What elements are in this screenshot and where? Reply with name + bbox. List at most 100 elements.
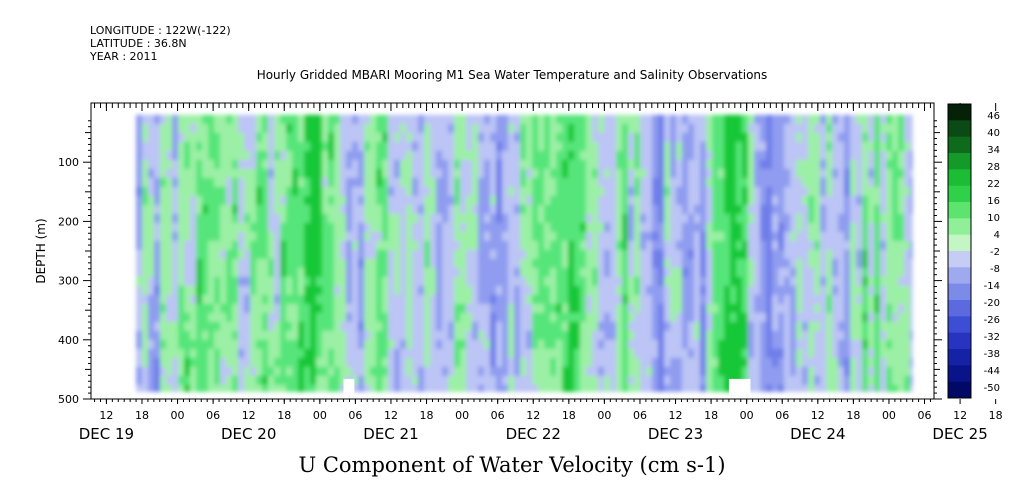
field-cell <box>340 285 348 296</box>
field-cell <box>820 312 828 323</box>
field-cell <box>730 132 738 143</box>
field-cell <box>868 339 876 350</box>
field-cell <box>670 285 678 296</box>
field-cell <box>652 231 660 242</box>
field-cell <box>244 159 252 170</box>
field-cell <box>628 213 636 224</box>
field-cell <box>364 258 372 269</box>
field-cell <box>166 294 174 305</box>
field-cell <box>190 177 198 188</box>
field-cell <box>760 168 768 179</box>
field-cell <box>664 375 672 386</box>
field-cell <box>280 267 288 278</box>
field-cell <box>820 240 828 251</box>
x-day-label: DEC 23 <box>648 425 703 443</box>
field-cell <box>460 222 468 233</box>
field-cell <box>880 195 888 206</box>
field-cell <box>472 375 480 386</box>
field-cell <box>340 366 348 377</box>
colorbar-swatch <box>948 381 971 399</box>
field-cell <box>676 339 684 350</box>
field-cell <box>268 330 276 341</box>
field-cell <box>244 303 252 314</box>
field-cell <box>328 159 336 170</box>
colorbar-swatch <box>948 169 971 187</box>
field-cell <box>724 114 732 125</box>
field-cell <box>784 321 792 332</box>
field-cell <box>796 114 804 125</box>
field-cell <box>298 204 306 215</box>
field-cell <box>724 168 732 179</box>
field-cell <box>682 240 690 251</box>
field-cell <box>196 195 204 206</box>
field-cell <box>400 123 408 134</box>
field-cell <box>490 357 498 368</box>
field-cell <box>346 330 354 341</box>
field-cell <box>250 375 258 386</box>
field-cell <box>652 159 660 170</box>
field-cell <box>232 375 240 386</box>
field-cell <box>430 186 438 197</box>
field-cell <box>400 249 408 260</box>
field-cell <box>310 231 318 242</box>
field-cell <box>706 330 714 341</box>
field-cell <box>904 276 912 287</box>
field-cell <box>706 123 714 134</box>
field-cell <box>394 285 402 296</box>
field-cell <box>274 384 282 392</box>
field-cell <box>634 240 642 251</box>
field-cell <box>226 384 234 392</box>
field-cell <box>232 114 240 125</box>
field-cell <box>154 312 162 323</box>
field-cell <box>724 222 732 233</box>
field-cell <box>868 168 876 179</box>
field-cell <box>244 195 252 206</box>
field-cell <box>688 141 696 152</box>
field-cell <box>142 249 150 260</box>
field-cell <box>520 348 528 359</box>
field-cell <box>412 123 420 134</box>
field-cell <box>310 267 318 278</box>
field-cell <box>250 366 258 377</box>
field-cell <box>370 186 378 197</box>
field-cell <box>214 339 222 350</box>
field-cell <box>238 150 246 161</box>
field-cell <box>868 294 876 305</box>
field-cell <box>796 285 804 296</box>
field-cell <box>160 312 168 323</box>
field-cell <box>604 276 612 287</box>
field-cell <box>496 150 504 161</box>
field-cell <box>586 150 594 161</box>
field-cell <box>640 240 648 251</box>
field-cell <box>748 123 756 134</box>
field-cell <box>412 366 420 377</box>
field-cell <box>772 114 780 125</box>
field-cell <box>520 123 528 134</box>
field-cell <box>772 303 780 314</box>
field-cell <box>454 114 462 125</box>
field-cell <box>238 204 246 215</box>
field-cell <box>580 348 588 359</box>
field-cell <box>322 267 330 278</box>
field-cell <box>424 195 432 206</box>
field-cell <box>442 213 450 224</box>
field-cell <box>460 366 468 377</box>
field-cell <box>820 258 828 269</box>
field-cell <box>562 312 570 323</box>
x-hour-tick-label: 12 <box>384 409 398 422</box>
field-cell <box>520 132 528 143</box>
field-cell <box>514 312 522 323</box>
field-cell <box>376 348 384 359</box>
field-cell <box>652 132 660 143</box>
field-cell <box>352 114 360 125</box>
field-cell <box>886 276 894 287</box>
field-cell <box>334 312 342 323</box>
field-cell <box>292 276 300 287</box>
field-cell <box>556 294 564 305</box>
field-cell <box>136 294 144 305</box>
field-cell <box>304 348 312 359</box>
field-cell <box>544 222 552 233</box>
field-cell <box>904 168 912 179</box>
field-cell <box>784 168 792 179</box>
field-cell <box>166 375 174 386</box>
